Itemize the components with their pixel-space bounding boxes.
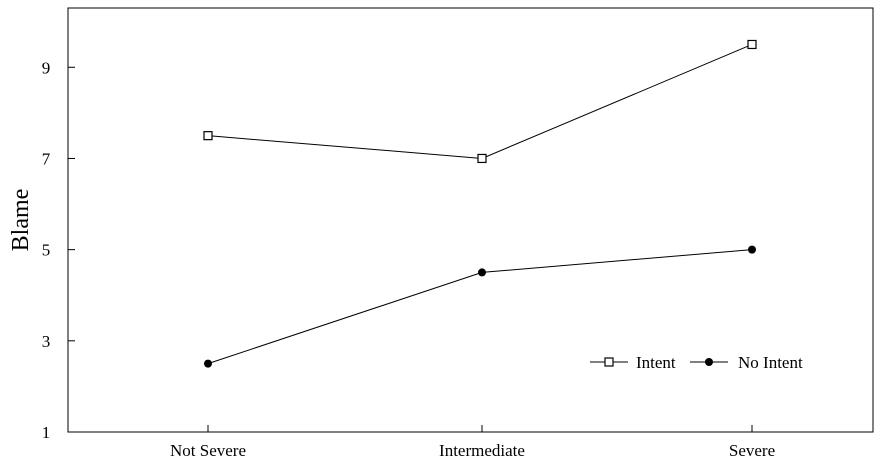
data-point-intent — [747, 39, 757, 50]
plot-frame — [67, 7, 874, 433]
legend-label: Intent — [636, 353, 676, 372]
x-tick-label: Severe — [729, 441, 775, 460]
y-tick-label: 5 — [42, 241, 51, 260]
x-tick-label: Not Severe — [170, 441, 246, 460]
data-point-no-intent — [748, 245, 756, 254]
legend-marker — [604, 357, 614, 367]
y-axis-ticks: 1 3 5 7 9 — [42, 58, 75, 442]
x-axis-ticks: Not Severe Intermediate Severe — [170, 425, 775, 460]
y-tick-label: 3 — [42, 332, 51, 351]
legend-marker — [705, 358, 713, 366]
series-line-no-intent — [207, 249, 753, 365]
series-layer — [203, 39, 757, 368]
data-point-intent — [477, 153, 487, 164]
series-line-intent — [207, 44, 753, 159]
y-tick-label: 9 — [42, 58, 51, 77]
y-tick-label: 1 — [42, 423, 51, 442]
legend-label: No Intent — [738, 353, 803, 372]
series-no-intent — [204, 245, 756, 368]
series-intent — [203, 39, 757, 164]
data-point-intent — [203, 131, 213, 141]
legend-item-no-intent: No Intent — [690, 353, 803, 372]
legend: Intent No Intent — [590, 353, 803, 372]
y-axis-title: Blame — [8, 189, 34, 252]
y-tick-label: 7 — [42, 149, 51, 168]
x-tick-label: Intermediate — [439, 441, 525, 460]
data-point-no-intent — [204, 359, 212, 368]
legend-item-intent: Intent — [590, 353, 676, 372]
data-point-no-intent — [478, 268, 486, 277]
